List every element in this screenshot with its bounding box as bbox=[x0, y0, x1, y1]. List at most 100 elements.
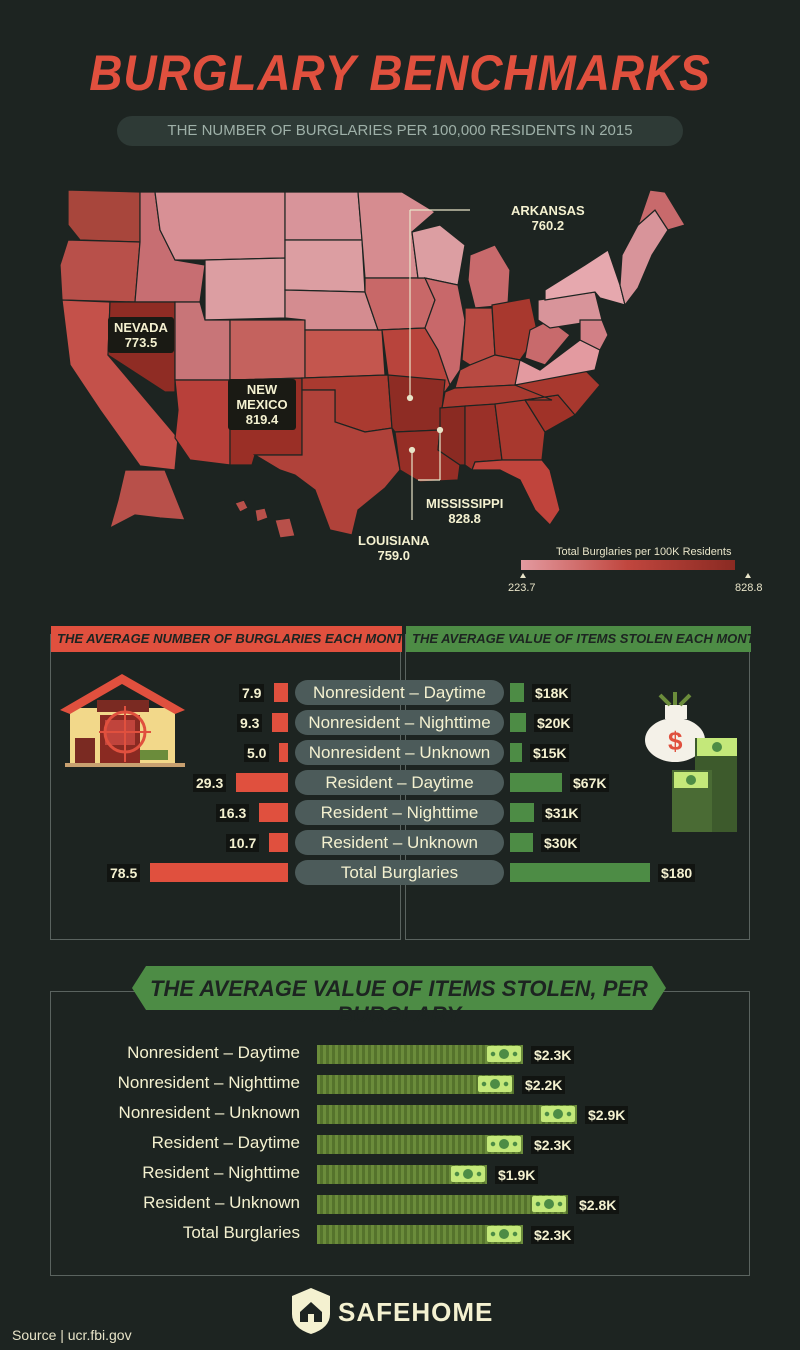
value-bar bbox=[510, 713, 526, 732]
value-bar bbox=[510, 743, 522, 762]
per-burglary-bar bbox=[317, 1105, 577, 1124]
count-label: 9.3 bbox=[237, 714, 263, 732]
panel-monthly-value: THE AVERAGE VALUE OF ITEMS STOLEN EACH M… bbox=[405, 626, 751, 940]
state-michigan bbox=[467, 244, 511, 309]
value-label: $20K bbox=[534, 714, 574, 732]
count-label: 29.3 bbox=[193, 774, 227, 792]
state-hawaii bbox=[234, 499, 296, 539]
safehome-logo-icon bbox=[292, 1288, 330, 1334]
category-label: Resident – Unknown bbox=[143, 1193, 300, 1212]
count-bar bbox=[150, 863, 288, 882]
money-bill-icon bbox=[478, 1076, 512, 1092]
per-burglary-label: $1.9K bbox=[495, 1166, 539, 1184]
per-burglary-title: THE AVERAGE VALUE OF ITEMS STOLEN, PER B… bbox=[150, 976, 648, 1027]
per-burglary-bar bbox=[317, 1075, 514, 1094]
map-label-louisiana: LOUISIANA 759.0 bbox=[358, 533, 430, 563]
per-burglary-label: $2.3K bbox=[531, 1046, 575, 1064]
count-label: 7.9 bbox=[239, 684, 265, 702]
value-bar bbox=[510, 773, 562, 792]
per-burglary-banner bbox=[132, 966, 666, 1010]
value-bar bbox=[510, 683, 524, 702]
state-wisconsin bbox=[411, 224, 466, 286]
legend-gradient bbox=[521, 560, 735, 570]
state-alaska bbox=[109, 469, 186, 530]
state-wyoming bbox=[204, 257, 286, 321]
panel-title-value: THE AVERAGE VALUE OF ITEMS STOLEN EACH M… bbox=[406, 626, 751, 652]
state-iowa bbox=[364, 277, 436, 331]
state-florida bbox=[471, 459, 561, 526]
state-arizona bbox=[174, 379, 231, 466]
count-bar bbox=[272, 713, 288, 732]
per-burglary-label: $2.3K bbox=[531, 1136, 575, 1154]
money-bill-icon bbox=[487, 1136, 521, 1152]
map-label-nevada: NEVADA 773.5 bbox=[108, 317, 174, 353]
count-label: 78.5 bbox=[107, 864, 141, 882]
legend-max: 828.8 bbox=[735, 582, 763, 594]
category-label: Resident – Daytime bbox=[151, 1133, 300, 1152]
panel-monthly-burglaries: THE AVERAGE NUMBER OF BURGLARIES EACH MO… bbox=[50, 626, 402, 940]
state-colorado bbox=[229, 319, 306, 381]
page-title: BURGLARY BENCHMARKS bbox=[89, 45, 711, 101]
category-label: Nonresident – Unknown bbox=[295, 740, 504, 765]
category-label: Nonresident – Daytime bbox=[127, 1043, 300, 1062]
per-burglary-label: $2.9K bbox=[585, 1106, 629, 1124]
count-bar bbox=[259, 803, 288, 822]
value-label: $31K bbox=[542, 804, 582, 822]
money-bill-icon bbox=[541, 1106, 575, 1122]
state-georgia bbox=[494, 399, 546, 461]
subtitle: THE NUMBER OF BURGLARIES PER 100,000 RES… bbox=[117, 116, 683, 146]
value-label: $15K bbox=[530, 744, 570, 762]
per-burglary-bar bbox=[317, 1225, 523, 1244]
money-bag-illustration: $ bbox=[645, 692, 737, 832]
category-label: Resident – Nighttime bbox=[295, 800, 504, 825]
state-southdakota bbox=[284, 239, 366, 293]
value-label: $18K bbox=[532, 684, 572, 702]
legend-min-marker bbox=[520, 573, 526, 578]
per-burglary-bar bbox=[317, 1045, 523, 1064]
category-label: Nonresident – Unknown bbox=[118, 1103, 300, 1122]
category-label: Nonresident – Daytime bbox=[295, 680, 504, 705]
brand-name: SAFEHOME bbox=[338, 1297, 494, 1327]
map-label-arkansas: ARKANSAS 760.2 bbox=[511, 203, 585, 233]
per-burglary-bar bbox=[317, 1165, 487, 1184]
count-label: 10.7 bbox=[226, 834, 260, 852]
value-bar bbox=[510, 863, 650, 882]
category-label: Resident – Nighttime bbox=[142, 1163, 300, 1182]
state-northdakota bbox=[284, 191, 363, 241]
category-label: Nonresident – Nighttime bbox=[295, 710, 504, 735]
per-burglary-label: $2.2K bbox=[522, 1076, 566, 1094]
legend-min: 223.7 bbox=[508, 582, 536, 594]
value-bar bbox=[510, 803, 534, 822]
house-illustration bbox=[60, 674, 185, 767]
panel-title-burglaries: THE AVERAGE NUMBER OF BURGLARIES EACH MO… bbox=[51, 626, 402, 652]
count-label: 5.0 bbox=[244, 744, 270, 762]
money-bill-icon bbox=[487, 1226, 521, 1242]
state-washington bbox=[67, 189, 141, 243]
per-burglary-label: $2.3K bbox=[531, 1226, 575, 1244]
state-texas bbox=[252, 389, 401, 536]
state-nj-md bbox=[579, 319, 609, 351]
category-label: Nonresident – Nighttime bbox=[117, 1073, 300, 1092]
per-burglary-bar bbox=[317, 1135, 523, 1154]
us-map bbox=[59, 189, 686, 539]
value-label: $180 bbox=[658, 864, 696, 882]
state-arkansas bbox=[387, 374, 446, 433]
state-maine bbox=[636, 189, 686, 231]
count-bar bbox=[269, 833, 288, 852]
money-bill-icon bbox=[532, 1196, 566, 1212]
per-burglary-label: $2.8K bbox=[576, 1196, 620, 1214]
svg-text:$: $ bbox=[668, 726, 683, 756]
value-bar bbox=[510, 833, 533, 852]
money-bill-icon bbox=[451, 1166, 485, 1182]
state-newengland bbox=[619, 209, 669, 307]
value-label: $67K bbox=[570, 774, 610, 792]
count-bar bbox=[236, 773, 288, 792]
value-label: $30K bbox=[541, 834, 581, 852]
category-label: Total Burglaries bbox=[295, 860, 504, 885]
per-burglary-bar bbox=[317, 1195, 568, 1214]
state-illinois bbox=[423, 277, 466, 387]
count-label: 16.3 bbox=[216, 804, 250, 822]
legend-title: Total Burglaries per 100K Residents bbox=[556, 546, 732, 558]
count-bar bbox=[279, 743, 288, 762]
state-montana bbox=[154, 191, 286, 261]
